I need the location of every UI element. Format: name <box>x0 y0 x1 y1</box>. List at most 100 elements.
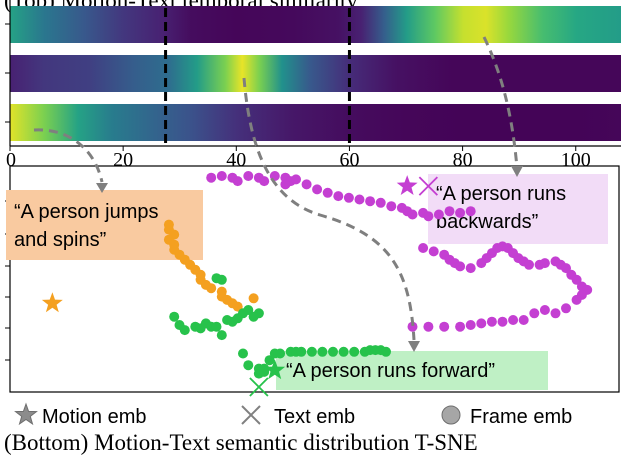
heatmap-y-ticks <box>5 23 10 123</box>
frame-emb-point-a-person-runs-backwards <box>322 187 333 198</box>
frame-emb-point-a-person-runs-backwards <box>524 259 534 270</box>
annotation-jumps-line1: “A person jumps <box>14 201 159 223</box>
frame-emb-point-a-person-runs-backwards <box>301 179 312 190</box>
text-emb-x-a-person-runs-forward <box>249 377 269 397</box>
frame-emb-point-a-person-runs-backwards <box>497 316 508 327</box>
frame-emb-point-a-person-runs-backwards <box>375 197 386 208</box>
frame-emb-point-a-person-runs-backwards <box>407 209 418 220</box>
frame-emb-point-a-person-runs-backwards <box>455 207 466 218</box>
frame-emb-point-a-person-runs-backwards <box>407 321 418 332</box>
frame-emb-point-a-person-runs-backwards <box>280 179 291 190</box>
frame-emb-point-a-person-runs-backwards <box>455 321 466 332</box>
frame-emb-point-a-person-runs-backwards <box>455 261 466 272</box>
annotation-jumps-line2: and spins” <box>14 229 106 251</box>
scatter-frame <box>9 165 620 393</box>
annotation-forward: “A person runs forward” <box>286 360 495 382</box>
frame-emb-point-a-person-runs-forward <box>243 305 254 315</box>
frame-emb-point-a-person-jumps-and-spins <box>248 293 259 304</box>
legend-text-x-icon <box>241 405 261 425</box>
heatmap-x-tick-label: 60 <box>339 149 359 171</box>
frame-emb-point-a-person-runs-backwards <box>343 192 354 203</box>
frame-emb-point-a-person-runs-backwards <box>216 171 227 181</box>
frame-emb-point-a-person-runs-backwards <box>444 206 455 217</box>
frame-emb-point-a-person-runs-backwards <box>571 294 582 305</box>
frame-emb-point-a-person-runs-backwards <box>312 184 323 195</box>
frame-emb-point-a-person-runs-backwards <box>259 176 270 187</box>
frame-emb-point-a-person-runs-backwards <box>561 263 571 274</box>
heatmap: 0 20 40 60 80 100 <box>5 0 621 171</box>
frame-emb-point-a-person-runs-forward <box>179 325 190 336</box>
frame-emb-point-a-person-runs-backwards <box>243 171 254 181</box>
frame-emb-point-a-person-runs-forward <box>238 348 248 359</box>
frame-emb-point-a-person-runs-backwards <box>529 308 540 319</box>
heatmap-x-tick-label: 80 <box>453 149 473 171</box>
frame-emb-point-a-person-runs-backwards <box>423 321 434 332</box>
frame-emb-point-a-person-runs-backwards <box>428 246 439 257</box>
frame-emb-point-a-person-runs-backwards <box>508 315 519 325</box>
frame-emb-point-a-person-runs-backwards <box>291 174 301 185</box>
frame-emb-point-a-person-runs-backwards <box>465 206 476 217</box>
frame-emb-point-a-person-runs-forward <box>216 274 227 285</box>
frame-emb-point-a-person-runs-backwards <box>539 305 550 315</box>
frame-emb-point-a-person-runs-forward <box>243 360 254 371</box>
heatmap-x-tick-label: 40 <box>226 149 246 171</box>
frame-emb-point-a-person-runs-forward <box>349 346 360 357</box>
frame-emb-point-a-person-runs-backwards <box>561 303 571 314</box>
legend-motion-label: Motion emb <box>42 406 147 428</box>
frame-emb-point-a-person-runs-backwards <box>206 172 217 183</box>
heatmap-x-tick-label: 100 <box>561 149 591 171</box>
frame-emb-point-a-person-runs-backwards <box>365 196 376 207</box>
frame-emb-point-a-person-runs-backwards <box>518 315 529 325</box>
frame-emb-point-a-person-runs-backwards <box>465 263 476 274</box>
heatmap-row-2 <box>10 55 621 92</box>
legend-motion-star-icon <box>14 402 38 426</box>
frame-emb-point-a-person-runs-forward <box>264 355 275 366</box>
frame-emb-point-a-person-runs-backwards <box>571 274 582 285</box>
frame-emb-point-a-person-runs-backwards <box>386 201 397 212</box>
heatmap-dashed-markers <box>164 8 351 146</box>
frame-emb-point-a-person-runs-forward <box>248 311 259 322</box>
annotation-backwards-line1: “A person runs <box>436 183 566 205</box>
text-emb-x-a-person-runs-backwards <box>418 176 438 196</box>
scatter-embeddings <box>41 175 438 397</box>
heatmap-x-tick-label: 0 <box>6 149 16 171</box>
frame-emb-point-a-person-runs-backwards <box>486 316 497 327</box>
frame-emb-point-a-person-runs-forward <box>328 346 338 357</box>
frame-emb-point-a-person-runs-forward <box>275 348 286 359</box>
connector-arrowheads <box>96 166 523 352</box>
frame-emb-point-a-person-runs-forward <box>338 346 349 357</box>
arrowhead-jumps <box>96 183 108 193</box>
frame-emb-point-a-person-runs-forward <box>306 346 317 357</box>
frame-emb-point-a-person-runs-backwards <box>465 320 476 330</box>
legend-frame-label: Frame emb <box>470 406 572 428</box>
annotation-box-forward <box>276 351 548 390</box>
frame-emb-point-a-person-runs-backwards <box>418 243 429 253</box>
frame-emb-point-a-person-runs-backwards <box>476 318 487 329</box>
legend-text-label: Text emb <box>274 406 355 428</box>
motion-emb-star-a-person-runs-forward <box>264 359 286 380</box>
frame-emb-point-a-person-runs-forward <box>216 330 227 341</box>
arrow-to-jumps <box>33 128 104 183</box>
heatmap-row-1 <box>10 6 621 43</box>
heatmap-x-tick-label: 20 <box>113 149 133 171</box>
frame-emb-point-a-person-runs-backwards <box>354 194 365 205</box>
frame-emb-point-a-person-runs-backwards <box>232 176 243 187</box>
frame-emb-point-a-person-runs-backwards <box>539 258 550 269</box>
arrowhead-forward <box>408 341 420 352</box>
frame-emb-point-a-person-runs-forward <box>381 346 391 357</box>
scatter-points <box>163 171 593 379</box>
frame-emb-point-a-person-jumps-and-spins <box>232 301 243 312</box>
frame-emb-point-a-person-runs-forward <box>296 346 307 357</box>
frame-emb-point-a-person-runs-backwards <box>423 211 434 222</box>
frame-emb-point-a-person-runs-backwards <box>433 209 444 220</box>
motion-emb-star-a-person-runs-backwards <box>396 175 418 195</box>
legend-frame-circle-icon <box>441 405 461 425</box>
connector-arrows <box>33 36 519 341</box>
heatmap-x-ticks: 0 20 40 60 80 100 <box>6 146 591 171</box>
heatmap-row-3 <box>10 104 621 141</box>
frame-emb-point-a-person-runs-backwards <box>439 321 450 332</box>
legend: Motion emb Text emb Frame emb <box>14 402 572 428</box>
bottom-caption: (Bottom) Motion-Text semantic distributi… <box>4 430 478 455</box>
motion-emb-star-a-person-jumps-and-spins <box>41 292 63 313</box>
arrow-to-forward <box>242 77 416 341</box>
